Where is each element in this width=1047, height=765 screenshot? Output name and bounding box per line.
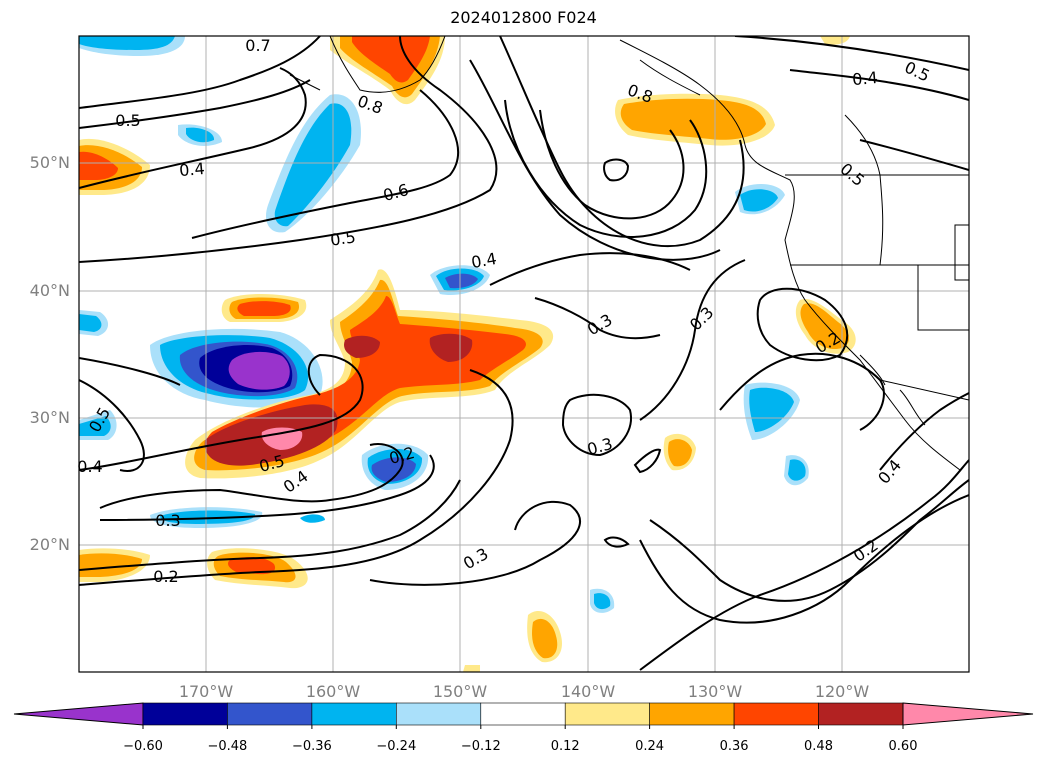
colorbar-cell: [733, 702, 819, 726]
colorbar-tick-label: 0.36: [720, 739, 749, 754]
colorbar-extend-high: [902, 702, 1034, 726]
colorbar-cell: [480, 702, 566, 726]
contour-label: 0.5: [115, 111, 140, 130]
colorbar-cell: [395, 702, 482, 726]
colorbar-tick-label: −0.36: [292, 739, 332, 754]
colorbar: −0.60 −0.48 −0.36 −0.24 −0.12 0.12 0.24 0.36 0.4…: [13, 702, 1034, 754]
colorbar-tick-label: 0.12: [551, 739, 580, 754]
colorbar-cell: [818, 702, 904, 726]
colorbar-cell: [564, 702, 650, 726]
longitude-labels: 170°W 160°W 150°W 140°W 130°W 120°W: [179, 682, 870, 701]
colorbar-tick-label: −0.12: [461, 739, 501, 754]
lat-label-30n: 30°N: [30, 408, 70, 427]
map-title: 2024012800 F024: [450, 8, 597, 27]
lon-label-160w: 160°W: [306, 682, 361, 701]
contour-label: 0.4: [851, 68, 878, 89]
colorbar-tick-label: 0.48: [804, 739, 833, 754]
colorbar-cell: [649, 702, 735, 726]
contour-label: 0.4: [470, 249, 498, 272]
colorbar-tick-label: 0.24: [635, 739, 664, 754]
contour-label: 0.5: [329, 227, 357, 249]
lon-label-150w: 150°W: [433, 682, 488, 701]
colorbar-extend-low: [13, 702, 144, 726]
lat-label-20n: 20°N: [30, 535, 70, 554]
colorbar-tick-label: −0.24: [376, 739, 416, 754]
lon-label-120w: 120°W: [815, 682, 870, 701]
latitude-labels: 20°N 30°N 40°N 50°N: [30, 153, 70, 554]
colorbar-cell: [142, 702, 228, 726]
contour-label: 0.4: [77, 457, 102, 476]
colorbar-tick-label: 0.60: [889, 739, 918, 754]
lon-label-140w: 140°W: [561, 682, 616, 701]
lon-label-130w: 130°W: [688, 682, 743, 701]
lat-label-50n: 50°N: [30, 153, 70, 172]
lat-label-40n: 40°N: [30, 281, 70, 300]
map-frame: [78, 35, 970, 673]
colorbar-cell: [227, 702, 313, 726]
contour-label: 0.7: [245, 36, 270, 55]
contour-lines: [79, 36, 969, 671]
lon-label-170w: 170°W: [179, 682, 234, 701]
contour-label: 0.4: [178, 159, 205, 180]
colorbar-cell: [311, 702, 397, 726]
colorbar-tick-label: −0.60: [123, 739, 163, 754]
contour-label: 0.3: [155, 511, 180, 530]
colorbar-tick-label: −0.48: [207, 739, 247, 754]
contour-label: 0.2: [153, 567, 178, 586]
coastlines: [289, 36, 969, 471]
